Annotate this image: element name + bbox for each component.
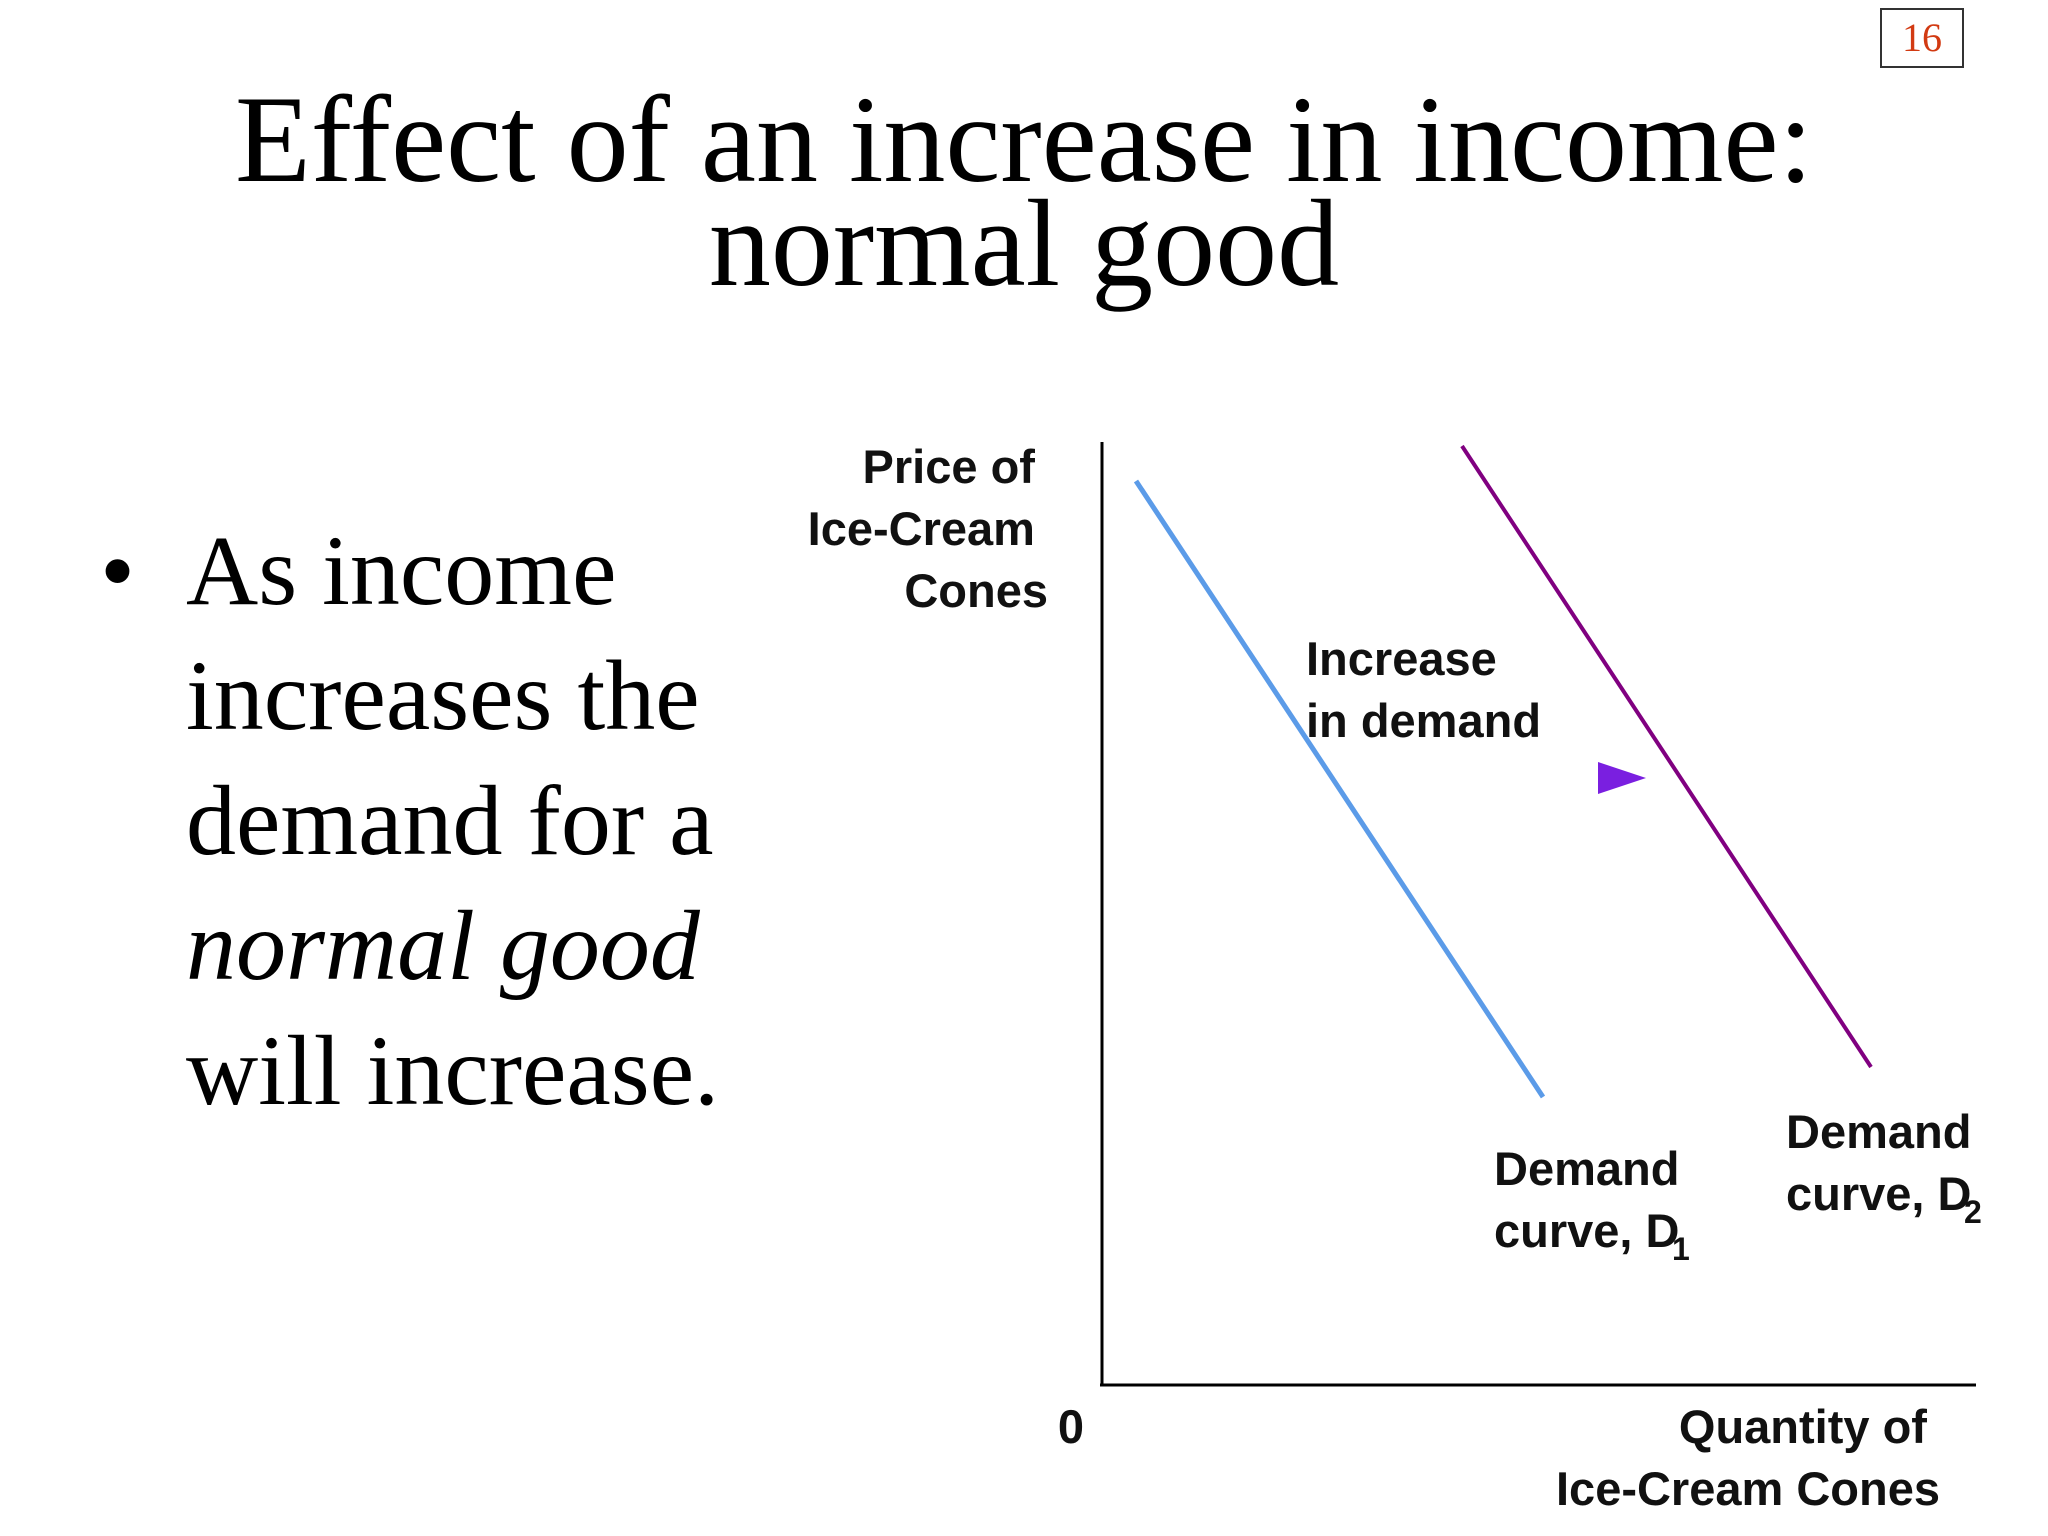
page-number: 16 [1880,8,1964,68]
slide-title: Effect of an increase in income: normal … [0,71,2048,312]
d1-subscript: 1 [1672,1231,1690,1267]
shift-label-line2: in demand [1306,694,1541,747]
x-axis-label-line2: Ice-Cream Cones [1556,1462,1940,1515]
shift-label-line1: Increase [1306,632,1497,685]
x-axis-label: Quantity of Ice-Cream Cones [1556,1400,1940,1515]
origin-label: 0 [1058,1400,1084,1453]
bullet-line-1: As income [186,515,617,626]
bullet-marker: • [100,515,136,626]
d2-label-line2: curve, D [1786,1167,1971,1220]
increase-arrow [1420,762,1646,794]
slide-title-line2: normal good [708,175,1340,312]
shift-label: Increase in demand [1306,632,1541,747]
d2-subscript: 2 [1964,1194,1982,1230]
slide-title-line1: Effect of an increase in income: [235,71,1813,208]
x-axis-label-line1: Quantity of [1679,1400,1927,1453]
bullet-line-4-italic: normal good [186,890,700,1001]
bullet-line-2: increases the [186,640,700,751]
d1-label-line1: Demand [1494,1142,1679,1195]
d2-label-line1: Demand [1786,1105,1971,1158]
bullet-text: As income increases the demand for a nor… [186,508,826,1133]
d1-label-line2: curve, D [1494,1204,1679,1257]
demand-curve-d1 [1133,479,1546,1099]
bullet-line-3: demand for a [186,765,714,876]
y-axis-label-line2: Ice-Cream [808,502,1035,555]
y-axis-label-line1: Price of [863,440,1036,493]
y-axis-label: Price of Ice-Cream Cones [808,440,1048,617]
demand-curve-d1-label: Demand curve, D 1 [1494,1142,1690,1267]
bullet-line-5: will increase. [186,1015,720,1126]
demand-curve-d2-label: Demand curve, D 2 [1786,1105,1982,1230]
demand-curve-d2 [1460,444,1873,1069]
y-axis-label-line3: Cones [904,564,1048,617]
